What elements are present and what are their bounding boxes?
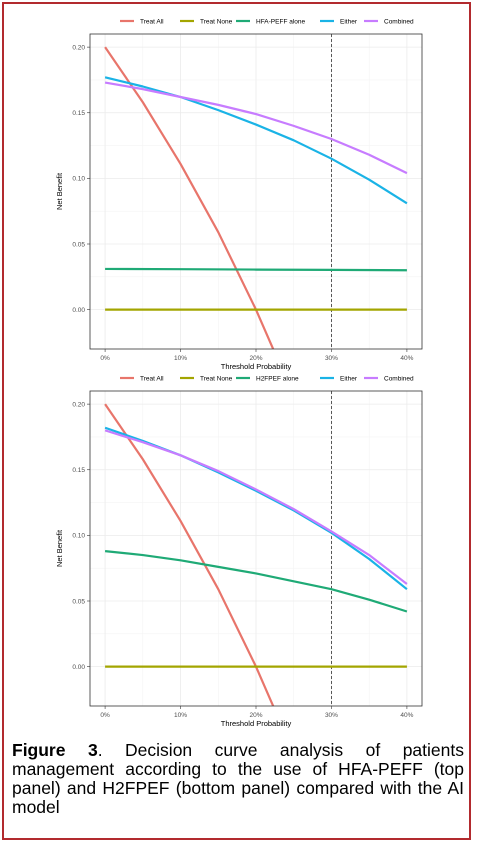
- x-tick-label: 20%: [249, 355, 262, 362]
- series-line-h2fpef-alone: [104, 550, 408, 613]
- x-tick-label: 40%: [400, 712, 413, 719]
- legend-label: Treat None: [200, 18, 233, 25]
- y-tick-label: 0.05: [72, 598, 85, 605]
- figure-caption-text: . Decision curve analysis of patients ma…: [12, 740, 464, 817]
- y-tick-label: 0.00: [72, 307, 85, 314]
- legend-label: Treat All: [140, 375, 164, 382]
- y-tick-label: 0.05: [72, 241, 85, 248]
- y-tick-label: 0.15: [72, 110, 85, 117]
- series-line-combined: [104, 81, 408, 175]
- y-tick-label: 0.00: [72, 664, 85, 671]
- x-tick-label: 0%: [100, 712, 110, 719]
- series-line-treat-all: [104, 403, 275, 706]
- y-tick-label: 0.10: [72, 533, 85, 540]
- legend-label: Combined: [384, 18, 414, 25]
- series-line-hfa-peff-alone: [105, 267, 407, 272]
- x-tick-label: 10%: [174, 355, 187, 362]
- legend-label: Treat All: [140, 18, 164, 25]
- figure-label: Figure 3: [12, 740, 98, 760]
- legend-label: H2FPEF alone: [256, 375, 299, 382]
- y-tick-label: 0.10: [72, 176, 85, 183]
- decision-curve-chart-bottom: 0% 10% 20% 30% 40% 0.00 0.05 0.10 0.15 0.20 Thresh…: [55, 375, 423, 728]
- series-group: [104, 46, 408, 349]
- figure-frame: [2, 2, 471, 840]
- series-line-treat-all: [104, 46, 275, 349]
- decision-curve-chart-top: 0% 10% 20% 30% 40% 0.00 0.05 0.10 0.15 0.20 Thresh…: [55, 18, 423, 371]
- legend-label: Either: [340, 18, 358, 25]
- x-tick-label: 20%: [249, 712, 262, 719]
- series-line-either: [104, 76, 408, 205]
- x-tick-label: 30%: [325, 712, 338, 719]
- plot-border: [89, 390, 423, 707]
- legend-label: HFA-PEFF alone: [256, 18, 306, 25]
- x-tick-label: 40%: [400, 355, 413, 362]
- figure-caption: Figure 3. Decision curve analysis of pat…: [12, 741, 464, 817]
- series-line-combined: [104, 429, 408, 585]
- x-axis-title: Threshold Probability: [221, 719, 292, 728]
- x-tick-label: 0%: [100, 355, 110, 362]
- x-tick-label: 30%: [325, 355, 338, 362]
- legend-label: Combined: [384, 375, 414, 382]
- plot-border: [89, 33, 423, 350]
- legend-label: Either: [340, 375, 358, 382]
- y-tick-label: 0.15: [72, 467, 85, 474]
- x-axis-title: Threshold Probability: [221, 362, 292, 371]
- y-axis-title: Net Benefit: [55, 529, 64, 567]
- x-tick-label: 10%: [174, 712, 187, 719]
- y-axis-title: Net Benefit: [55, 172, 64, 210]
- legend-label: Treat None: [200, 375, 233, 382]
- y-tick-label: 0.20: [72, 401, 85, 408]
- y-tick-label: 0.20: [72, 44, 85, 51]
- series-group: [104, 403, 408, 706]
